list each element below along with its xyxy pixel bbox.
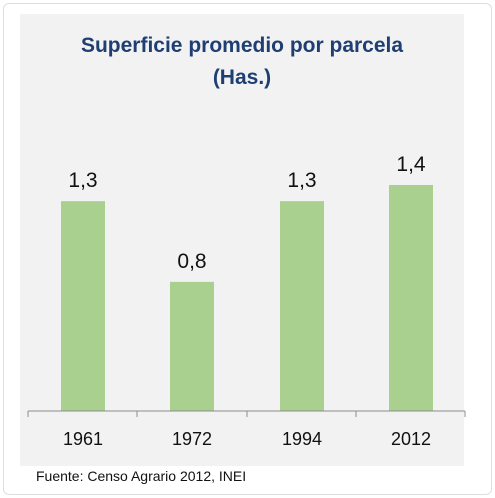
bar-1961	[61, 201, 105, 411]
chart-title-unit: (Has.)	[212, 66, 272, 89]
bar-1972	[170, 281, 214, 411]
x-tick-label-1994: 1994	[282, 429, 322, 449]
data-label-1994: 1,3	[287, 169, 316, 192]
chart-title: Superficie promedio por parcela (Has.)	[20, 30, 464, 94]
x-tick-label-2012: 2012	[391, 429, 431, 449]
data-label-1972: 0,8	[177, 250, 206, 273]
source-note: Fuente: Censo Agrario 2012, INEI	[36, 468, 247, 484]
data-label-2012: 1,4	[396, 153, 426, 176]
bar-1994	[280, 201, 324, 411]
x-tick-label-1972: 1972	[172, 429, 212, 449]
chart-title-main: Superficie promedio por parcela	[80, 34, 404, 57]
x-tick-label-1961: 1961	[63, 429, 103, 449]
data-label-1961: 1,3	[68, 169, 97, 192]
bar-2012	[389, 185, 433, 411]
